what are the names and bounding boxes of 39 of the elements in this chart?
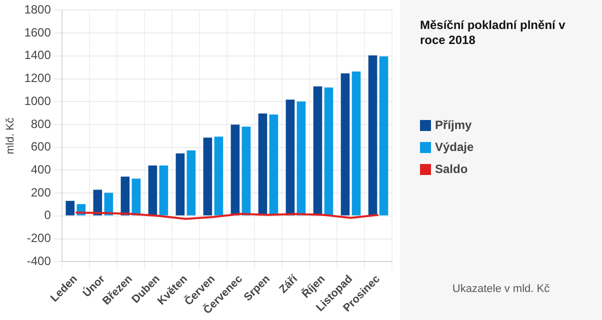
bar (203, 138, 212, 216)
bar (159, 166, 168, 216)
y-tick-label: 1600 (24, 25, 52, 40)
y-axis-title: mld. Kč (4, 117, 17, 154)
legend-label: Výdaje (435, 140, 474, 154)
bar (368, 55, 378, 216)
bar (148, 166, 158, 216)
bar (132, 178, 141, 216)
bar (230, 124, 240, 216)
bar (340, 73, 350, 216)
bar (269, 114, 278, 216)
y-tick-label: -400 (26, 254, 52, 268)
y-tick-label: 200 (30, 185, 52, 200)
bar (258, 114, 268, 216)
bar (66, 200, 75, 216)
y-tick-label: 0 (44, 208, 52, 222)
bar (120, 176, 130, 216)
bar (352, 71, 361, 216)
bar (313, 86, 322, 216)
y-tick-label: 400 (30, 162, 52, 177)
y-tick-label: 600 (30, 140, 52, 154)
y-tick-label: 1000 (24, 94, 52, 108)
y-tick-label: 1400 (24, 48, 52, 62)
text: Ukazatele v mld. Kč (451, 283, 551, 295)
bar (176, 153, 185, 216)
bar (379, 56, 388, 216)
bar (296, 102, 306, 216)
bar (242, 126, 251, 216)
legend-label: Saldo (435, 162, 468, 176)
text: Měsíční pokladní plnění v roce 2018 (420, 18, 566, 48)
bar (324, 87, 334, 216)
y-tick-label: 1200 (24, 71, 52, 86)
bar (286, 100, 295, 216)
y-tick-label: -200 (26, 231, 52, 246)
bar (186, 150, 196, 216)
y-tick-label: 1800 (24, 2, 52, 17)
bar (214, 136, 224, 216)
y-tick-label: 800 (30, 116, 52, 131)
legend-label: Příjmy (435, 118, 472, 132)
